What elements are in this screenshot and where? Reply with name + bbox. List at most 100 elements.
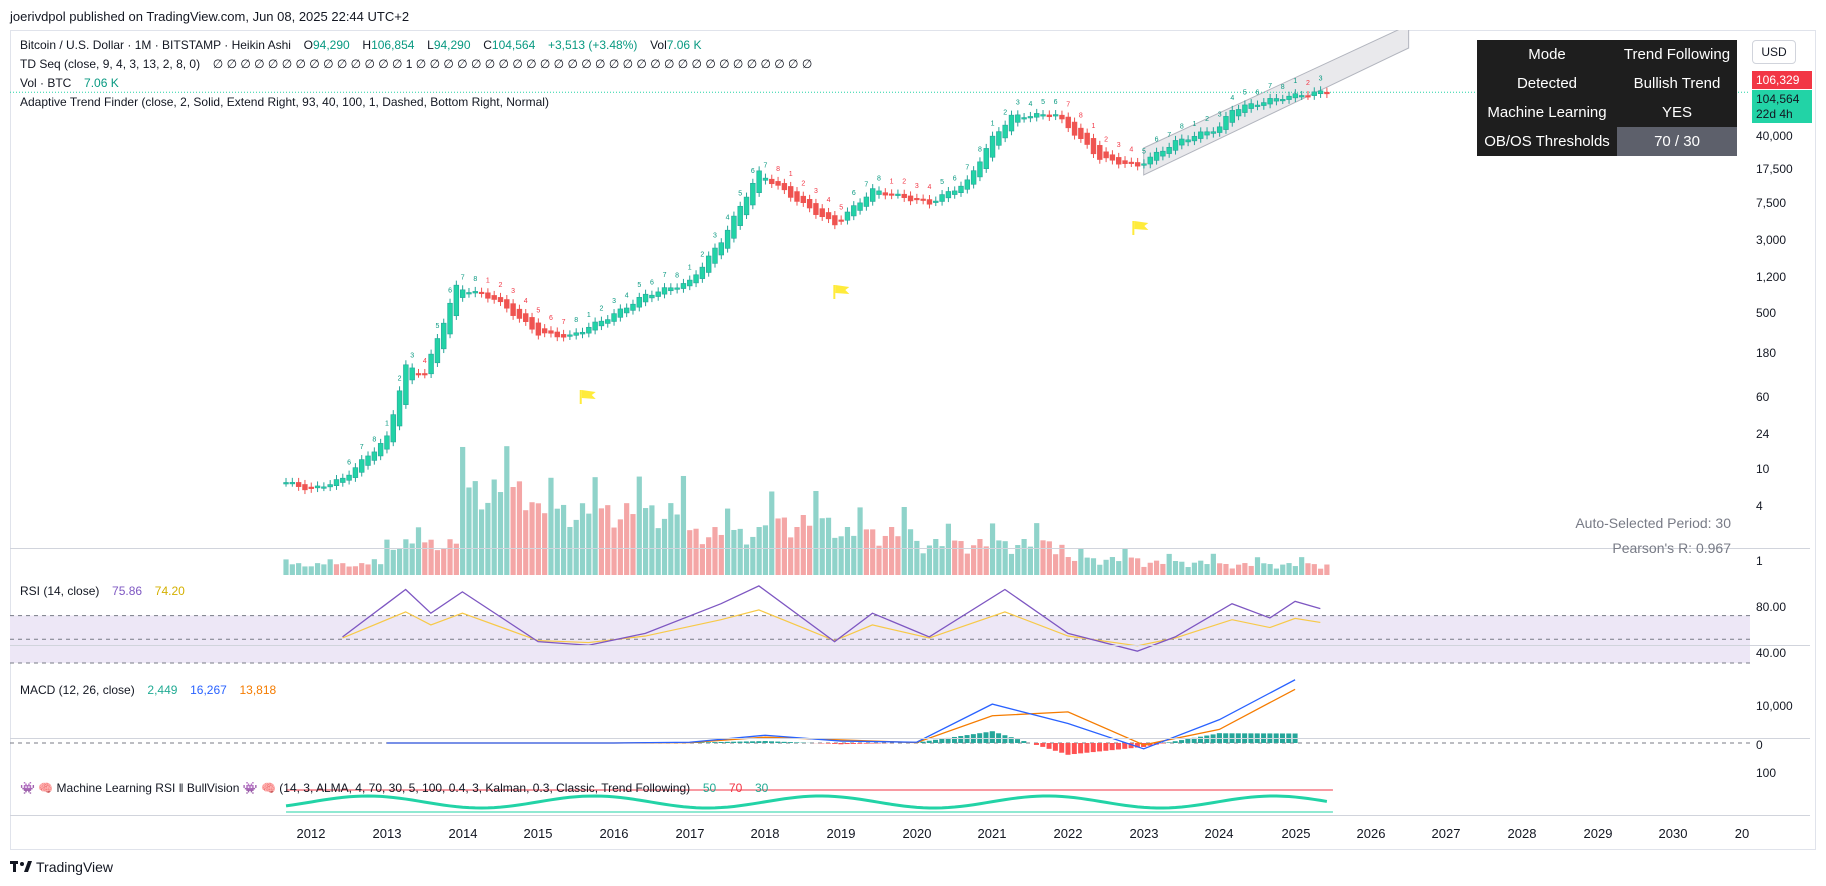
x-axis-label: 2026 bbox=[1356, 826, 1386, 841]
candle-body bbox=[1248, 103, 1254, 109]
x-axis-label: 2027 bbox=[1431, 826, 1461, 841]
volume-bar bbox=[624, 503, 630, 575]
pane-separator[interactable] bbox=[10, 645, 1810, 646]
pane-separator[interactable] bbox=[10, 738, 1810, 739]
ml-rsi-line bbox=[285, 794, 1328, 810]
volume-bar bbox=[1217, 563, 1223, 575]
volume-bar bbox=[939, 546, 945, 575]
volume-bar bbox=[384, 539, 390, 575]
info-value: 70 / 30 bbox=[1617, 127, 1737, 156]
volume-bar bbox=[592, 477, 598, 575]
pane-separator[interactable] bbox=[10, 548, 1810, 549]
atf-legend[interactable]: Adaptive Trend Finder (close, 2, Solid, … bbox=[20, 95, 549, 109]
price-axis-label: 7,500 bbox=[1756, 196, 1787, 210]
macd-histogram-bar bbox=[1122, 743, 1128, 749]
volume-bar bbox=[1153, 560, 1160, 575]
macd-histogram-bar bbox=[869, 743, 875, 744]
candle-body bbox=[554, 331, 560, 338]
macd-histogram-bar bbox=[1084, 743, 1090, 753]
ml-rsi-legend[interactable]: 👾 🧠 Machine Learning RSI ‖ BullVision 👾 … bbox=[20, 781, 768, 795]
volume-bar bbox=[365, 564, 371, 575]
volume-bar bbox=[693, 528, 699, 575]
volume-legend[interactable]: Vol · BTC 7.06 K bbox=[20, 76, 119, 90]
volume-bar bbox=[485, 502, 491, 575]
countdown-tag: 22d 4h bbox=[1752, 105, 1812, 123]
volume-bar bbox=[1135, 558, 1141, 575]
volume-bar bbox=[1292, 566, 1298, 575]
flag-icon bbox=[1134, 221, 1149, 230]
high-label: H bbox=[362, 38, 372, 52]
macd-histogram-bar bbox=[1033, 743, 1039, 745]
macd-histogram-bar bbox=[1166, 742, 1172, 743]
price-axis-label: 3,000 bbox=[1756, 233, 1787, 247]
td-seq-count: 8 bbox=[1079, 113, 1083, 120]
main-legend[interactable]: Bitcoin / U.S. Dollar · 1M · BITSTAMP · … bbox=[20, 38, 701, 52]
candle-body bbox=[1128, 161, 1135, 164]
candle-body bbox=[970, 170, 977, 185]
volume-bar bbox=[422, 542, 428, 575]
candle-body bbox=[819, 208, 825, 218]
td-seq-count: 2 bbox=[902, 179, 906, 186]
macd-histogram-bar bbox=[718, 741, 724, 743]
low-value: 94,290 bbox=[433, 38, 471, 52]
macd-histogram-bar bbox=[737, 741, 743, 743]
td-seq-count: 2 bbox=[1306, 80, 1310, 87]
td-seq-values: ∅ ∅ ∅ ∅ ∅ ∅ ∅ ∅ ∅ ∅ ∅ ∅ ∅ ∅ 1 ∅ ∅ ∅ ∅ ∅ … bbox=[212, 57, 813, 71]
x-axis-label: 2016 bbox=[599, 826, 629, 841]
td-seq-count: 7 bbox=[461, 274, 465, 281]
volume-bar bbox=[706, 537, 712, 575]
volume-bar bbox=[1097, 564, 1103, 575]
macd-legend[interactable]: MACD (12, 26, close) 2,449 16,267 13,818 bbox=[20, 683, 276, 697]
volume-bar bbox=[1160, 563, 1166, 575]
candle-body bbox=[800, 195, 807, 203]
candle-body bbox=[1210, 131, 1217, 134]
td-seq-count: 6 bbox=[751, 168, 755, 175]
candle-body bbox=[1273, 98, 1280, 102]
candle-body bbox=[876, 190, 882, 195]
td-seq-count: 3 bbox=[612, 298, 616, 305]
volume-bar bbox=[453, 543, 459, 575]
macd-histogram-bar bbox=[945, 737, 951, 743]
rsi-line bbox=[342, 585, 1321, 652]
x-axis-label: 2015 bbox=[523, 826, 553, 841]
volume-bar bbox=[1210, 553, 1216, 575]
currency-selector[interactable]: USD bbox=[1752, 40, 1796, 64]
candle-body bbox=[1065, 116, 1071, 129]
macd-histogram-bar bbox=[699, 742, 705, 743]
candle-body bbox=[302, 484, 308, 491]
vol-value: 7.06 K bbox=[666, 38, 702, 52]
candle-body bbox=[1292, 93, 1299, 99]
volume-bar bbox=[756, 527, 762, 575]
volume-bar bbox=[958, 541, 964, 575]
open-label: O bbox=[303, 38, 313, 52]
candle-body bbox=[529, 317, 535, 330]
td-seq-count: 6 bbox=[953, 175, 957, 182]
volume-bar bbox=[1317, 568, 1324, 575]
candle-body bbox=[447, 302, 453, 335]
volume-bar bbox=[460, 446, 466, 575]
macd-histogram-bar bbox=[933, 739, 939, 743]
main-price-chart[interactable]: 6 7 8 1 2 3 4 5 6 7 8 1 2 3 4 5 6 7 8 1 2 3 4 5 6 7 8 1 2 3 4 5 6 7 8 1 2 3 4 5… bbox=[10, 30, 1750, 830]
macd-histogram-bar bbox=[1185, 738, 1191, 743]
x-axis-label: 2017 bbox=[675, 826, 705, 841]
candle-body bbox=[289, 482, 296, 485]
td-seq-label: TD Seq (close, 9, 4, 3, 13, 2, 8, 0) bbox=[20, 57, 201, 71]
candle-body bbox=[1090, 138, 1097, 155]
td-seq-legend[interactable]: TD Seq (close, 9, 4, 3, 13, 2, 8, 0) ∅ ∅… bbox=[20, 57, 812, 71]
tradingview-logo[interactable]: TradingView bbox=[10, 859, 113, 875]
volume-bar bbox=[989, 523, 996, 575]
volume-bar bbox=[769, 491, 775, 575]
candle-body bbox=[996, 131, 1002, 146]
volume-bar bbox=[876, 545, 882, 575]
rsi-plot bbox=[10, 585, 1750, 664]
macd-histogram-bar bbox=[1204, 735, 1210, 743]
x-axis-label: 2024 bbox=[1204, 826, 1234, 841]
candle-body bbox=[535, 322, 542, 336]
volume-bar bbox=[1103, 559, 1109, 575]
macd-histogram-bar bbox=[1134, 743, 1140, 748]
candle-body bbox=[693, 274, 699, 284]
candle-body bbox=[781, 183, 788, 191]
rsi-legend[interactable]: RSI (14, close) 75.86 74.20 bbox=[20, 584, 185, 598]
candle-body bbox=[1141, 163, 1147, 166]
x-axis-label: 2020 bbox=[902, 826, 932, 841]
